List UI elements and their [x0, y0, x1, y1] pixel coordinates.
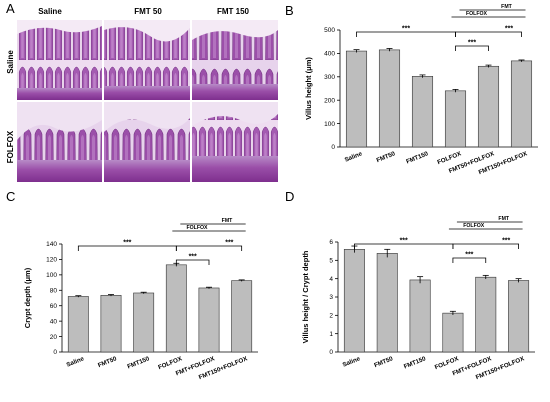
y-tick-label: 6 [329, 239, 333, 246]
bar [345, 50, 368, 148]
y-axis-label: Villus height / Crypt depth [301, 250, 310, 343]
y-tick-label: 3 [329, 294, 333, 301]
significance-label: *** [502, 238, 510, 245]
row-header-saline: Saline [6, 50, 15, 74]
group-label-fmt: FMT [501, 4, 512, 10]
bar [442, 312, 464, 353]
bracket-folfox-fmt150 [175, 245, 243, 251]
significance-label: *** [505, 26, 513, 33]
category-label: FMT150 [405, 150, 429, 165]
category-label: FMT150 [126, 355, 150, 370]
chart-villus-crypt-ratio: 0 1 2 3 4 5 6 Villus height / Crypt depth Saline… [301, 216, 535, 381]
bar [343, 249, 365, 353]
significance-label: *** [225, 240, 233, 247]
significance-label: *** [189, 254, 197, 261]
y-tick-label: 2 [329, 313, 333, 320]
y-tick-label: 60 [50, 303, 58, 310]
bar [100, 294, 122, 353]
micrograph-fmt150-saline [192, 20, 278, 100]
bracket-folfox-fmt-folfox [455, 45, 489, 51]
bar [444, 90, 467, 148]
significance-label: *** [468, 40, 476, 47]
micrograph-saline-saline [17, 20, 102, 100]
group-label-folfox: FOLFOX [186, 225, 208, 231]
y-tick-label: 40 [50, 318, 58, 325]
row-header-folfox: FOLFOX [6, 130, 15, 163]
bar [510, 60, 533, 148]
y-tick-label: 20 [50, 334, 58, 341]
y-tick-label: 100 [324, 121, 335, 128]
micrograph-saline-folfox [17, 102, 102, 182]
category-label: FMT150 [403, 355, 427, 370]
y-tick-label: 0 [53, 349, 57, 356]
bar [133, 292, 155, 353]
bar [67, 296, 89, 353]
category-label: FMT50 [375, 150, 396, 164]
bar [477, 65, 500, 148]
y-tick-label: 120 [46, 257, 57, 264]
y-tick-label: 4 [329, 276, 333, 283]
bracket-folfox-fmt-folfox [175, 259, 210, 265]
bar [198, 287, 220, 353]
category-label: Saline [344, 150, 364, 164]
chart-crypt-depth: 0 20 40 60 80 100 120 140 Crypt depth (μm) Saline… [23, 218, 258, 381]
bracket-folfox-fmt150 [452, 243, 519, 249]
significance-label: *** [400, 238, 408, 245]
panel-d-letter: D [285, 189, 294, 204]
bracket-saline-folfox [77, 245, 177, 251]
y-tick-label: 5 [329, 258, 333, 265]
bracket-saline-folfox [354, 243, 454, 249]
group-label-folfox: FOLFOX [463, 223, 485, 229]
significance-label: *** [465, 252, 473, 259]
column-header-saline: Saline [38, 7, 62, 16]
micrograph-fmt150-folfox [192, 102, 278, 182]
panel-a: A Saline FMT 50 FMT 150 Saline FOLFOX [6, 1, 278, 182]
y-tick-label: 1 [329, 331, 333, 338]
panel-c-letter: C [6, 189, 15, 204]
group-label-fmt: FMT [222, 218, 233, 224]
bar [231, 280, 253, 353]
chart-villus-height: 0 100 200 300 400 500 Villus height (μm) Saline… [304, 4, 538, 176]
category-label: FMT50 [97, 355, 118, 369]
category-label: Saline [342, 355, 362, 369]
category-label: FMT50 [373, 355, 394, 369]
bar [411, 76, 434, 148]
panel-b-letter: B [285, 3, 294, 18]
micrograph-fmt50-saline [104, 20, 190, 100]
y-tick-label: 0 [329, 349, 333, 356]
category-label: Saline [66, 355, 86, 369]
y-tick-label: 100 [46, 272, 57, 279]
y-tick-label: 200 [324, 97, 335, 104]
y-tick-label: 0 [331, 144, 335, 151]
bar [165, 264, 187, 353]
y-tick-label: 300 [324, 74, 335, 81]
significance-label: *** [402, 26, 410, 33]
bar [378, 49, 401, 148]
bracket-folfox-fmt-folfox [452, 257, 487, 263]
micrograph-fmt50-folfox [104, 102, 190, 182]
column-header-fmt150: FMT 150 [217, 7, 250, 16]
bracket-saline-folfox [356, 31, 456, 37]
significance-label: *** [123, 240, 131, 247]
y-tick-label: 500 [324, 27, 335, 34]
bar [508, 280, 530, 353]
column-header-fmt50: FMT 50 [134, 7, 162, 16]
y-tick-label: 80 [50, 287, 58, 294]
y-axis-label: Villus height (μm) [304, 57, 313, 120]
group-label-fmt: FMT [498, 216, 509, 222]
panel-a-letter: A [6, 1, 15, 16]
bar [475, 276, 497, 353]
bar [409, 279, 431, 353]
y-tick-label: 140 [46, 241, 57, 248]
bar [376, 253, 398, 353]
y-axis-label: Crypt depth (μm) [23, 267, 32, 328]
y-tick-label: 400 [324, 51, 335, 58]
group-label-folfox: FOLFOX [466, 11, 488, 17]
bracket-folfox-fmt150 [455, 31, 522, 37]
